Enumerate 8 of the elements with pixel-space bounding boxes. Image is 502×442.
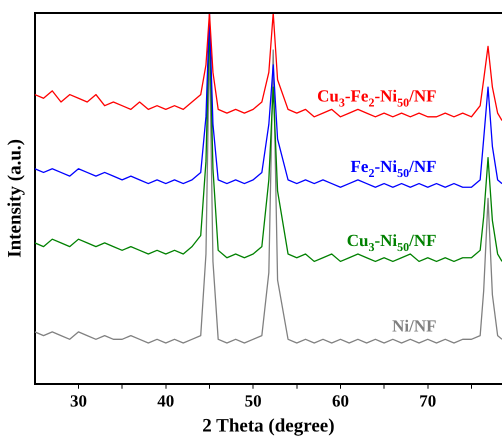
x-tick-label: 40 [157, 391, 174, 410]
x-tick-label: 50 [244, 391, 262, 410]
series-label: Ni/NF [392, 316, 437, 336]
y-axis-title: Intensity (a.u.) [4, 139, 26, 258]
x-axis-title: 2 Theta (degree) [202, 416, 335, 437]
x-tick-label: 30 [70, 391, 87, 410]
x-tick-label: 60 [332, 391, 349, 410]
x-tick-label: 70 [419, 391, 436, 410]
